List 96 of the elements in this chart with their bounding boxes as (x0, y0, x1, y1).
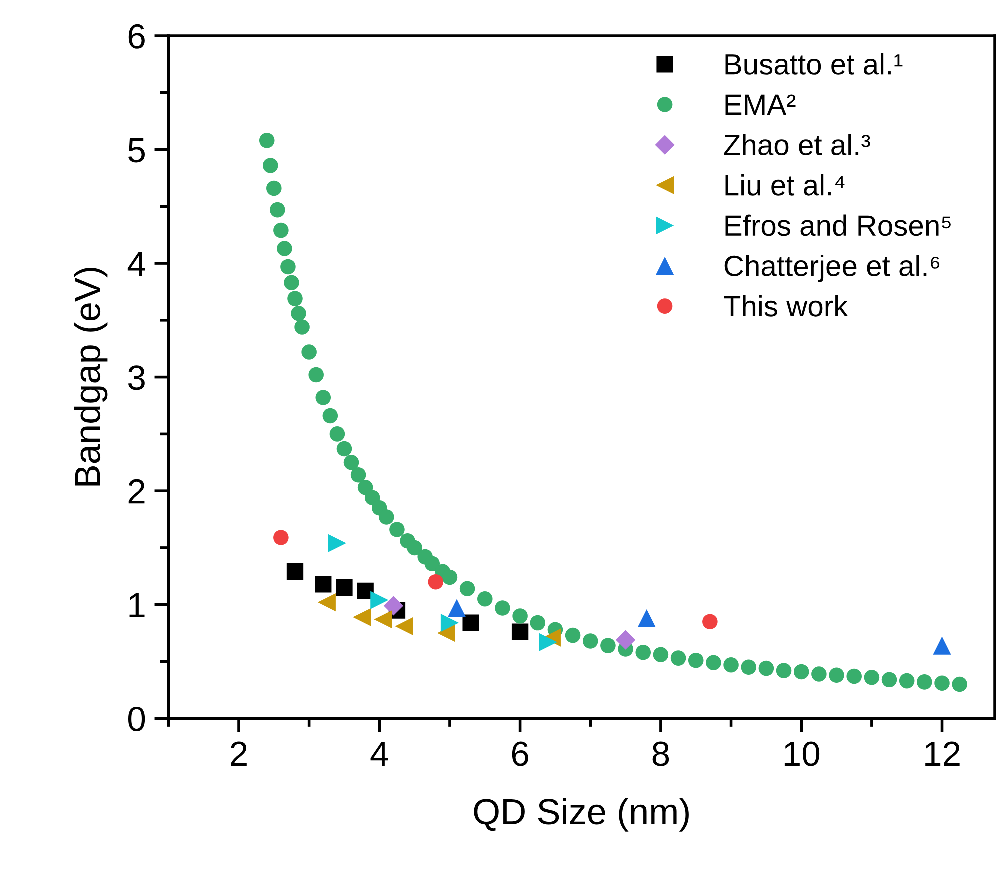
point (741, 660, 756, 676)
point (357, 582, 374, 600)
legend-label: Zhao et al.³ (724, 134, 870, 156)
point (328, 534, 346, 552)
point (270, 202, 286, 218)
x-tick-label: 6 (512, 742, 528, 766)
y-tick-label: 6 (128, 24, 145, 49)
point (794, 664, 810, 680)
point (724, 657, 739, 673)
point (864, 670, 880, 686)
point (462, 614, 480, 632)
point (407, 540, 422, 556)
point (302, 344, 317, 360)
point (259, 133, 275, 148)
point (318, 594, 336, 612)
point (688, 652, 704, 668)
x-tick-label: 4 (370, 742, 388, 766)
point (350, 468, 366, 483)
y-tick-label: 2 (128, 479, 145, 504)
legend-label: Liu et al.⁴ (726, 174, 845, 196)
point (899, 673, 915, 689)
y-axis-title: Bandgap (eV) (74, 268, 108, 486)
point (277, 241, 292, 256)
point (706, 655, 722, 670)
point (440, 614, 459, 632)
point (344, 454, 360, 470)
point (266, 180, 282, 196)
point (274, 222, 289, 238)
point (395, 617, 414, 636)
point (424, 556, 440, 572)
y-tick-label: 5 (128, 138, 145, 163)
point (882, 672, 898, 688)
y-tick-label: 4 (128, 252, 146, 276)
point (442, 570, 458, 586)
point (288, 291, 303, 306)
point (262, 158, 278, 174)
point (512, 624, 529, 640)
point (616, 630, 636, 650)
point (448, 599, 466, 618)
point (600, 638, 616, 654)
point (933, 636, 952, 655)
point (280, 259, 296, 275)
point (846, 668, 862, 684)
point (477, 592, 493, 607)
point (460, 581, 476, 597)
point (653, 647, 669, 663)
point (353, 608, 372, 626)
legend-label: EMA² (726, 94, 796, 115)
point (530, 615, 546, 631)
point (428, 574, 444, 590)
point (437, 624, 456, 642)
x-tick-label: 8 (652, 742, 670, 766)
point (702, 614, 718, 630)
y-tick-label: 1 (130, 594, 145, 618)
point (917, 674, 932, 690)
point (829, 668, 844, 684)
y-tick-label: 3 (128, 366, 145, 390)
y-tick-label: 0 (128, 706, 146, 732)
legend-label: Chatterjee et al.⁶ (724, 255, 940, 282)
point (286, 564, 304, 580)
x-tick-label: 2 (231, 742, 247, 766)
point (274, 530, 289, 546)
point (934, 676, 950, 691)
point (330, 426, 346, 442)
point (291, 306, 306, 322)
point (565, 628, 581, 644)
point (384, 596, 404, 616)
point (379, 510, 394, 525)
point (336, 441, 352, 457)
point (308, 367, 324, 383)
point (374, 610, 392, 629)
point (284, 275, 300, 291)
point (495, 600, 510, 616)
point (638, 609, 656, 628)
legend-label: This work (724, 295, 848, 317)
legend-label: Efros and Rosen⁵ (726, 214, 951, 236)
point (512, 608, 528, 624)
point (582, 634, 598, 649)
point (776, 663, 792, 678)
point (336, 579, 353, 596)
x-axis-title: QD Size (nm) (474, 798, 689, 832)
point (758, 660, 774, 676)
point (952, 676, 968, 692)
x-tick-label: 10 (784, 742, 820, 766)
legend-label: Busatto et al.¹ (726, 54, 903, 75)
point (315, 576, 332, 593)
point (670, 650, 686, 666)
point (322, 408, 338, 424)
point (316, 390, 332, 406)
point (539, 633, 558, 652)
x-tick-label: 12 (926, 742, 960, 766)
point (812, 666, 827, 682)
point (390, 522, 405, 538)
point (370, 591, 389, 610)
point (294, 320, 310, 335)
point (636, 644, 652, 660)
